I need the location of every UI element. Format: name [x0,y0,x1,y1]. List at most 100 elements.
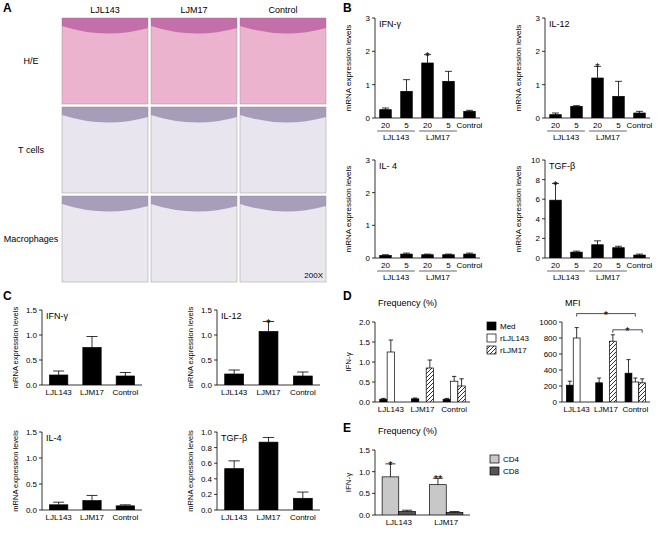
bar [613,248,625,258]
legend-swatch [487,334,496,342]
y-tick [559,338,562,339]
legend-swatch [490,467,499,475]
group-line [589,131,627,132]
panel-letter: A [3,1,12,15]
y-tick [559,402,562,403]
significance: ** [434,473,443,485]
y-tick-label: 0.6 [201,459,213,468]
y-tick-label: 8 [536,176,541,185]
y-tick [542,84,545,85]
y-tick [214,385,217,386]
y-axis-label: IFN-γ [344,352,353,372]
x-tick-label: LJL143 [378,405,405,414]
group-label: LJL143 [553,133,580,142]
error-bar [636,111,643,113]
bar [382,477,399,515]
legend-label: rLJM17 [500,346,527,355]
y-tick-label: 2 [536,234,541,243]
chart-title: Frequency (%) [378,426,437,436]
error-bar [120,505,131,506]
y-tick-label: 800 [544,334,558,343]
micrograph [62,107,148,193]
error-bar [636,254,643,256]
bar [411,399,418,402]
epidermis [151,107,237,123]
chart-title: MFI [565,298,581,308]
y-tick [542,118,545,119]
micrograph [151,18,237,104]
error-bar [459,379,463,386]
y-tick-label: 0.0 [26,506,38,515]
bar [50,505,68,510]
error-bar [403,80,410,92]
y-tick [372,225,375,226]
bar [458,386,465,402]
error-bar [573,105,580,107]
y-tick-label: 0.0 [201,506,213,515]
group-label: LJM17 [596,273,621,282]
y-tick-label: 3 [536,14,541,23]
y-tick [214,510,217,511]
x-tick-label: 20 [593,261,602,270]
chart-title: IFN-γ [46,311,68,321]
y-tick-label: 2 [366,189,371,198]
x-tick-label: 20 [423,261,432,270]
bar [450,381,457,402]
y-axis [545,18,546,118]
bar [566,385,573,402]
legend-swatch [487,322,496,330]
bar [446,512,463,515]
error-bar [87,495,98,500]
y-tick-label: 0.5 [359,489,371,498]
figure: ALJL143LJM17ControlH/ET cellsMacrophages… [0,0,661,536]
y-tick-label: 0 [366,114,371,123]
bar [625,373,632,402]
error-bar [424,254,431,256]
legend-label: rLJL143 [500,334,529,343]
y-tick-label: 600 [544,350,558,359]
bar [443,81,455,118]
bar [571,106,583,118]
y-axis-label: mRNA expression levels [186,307,195,389]
y-tick [372,192,375,193]
error-bar [575,328,579,338]
x-tick-label: 5 [616,121,621,130]
plot-area [380,253,476,258]
x-tick-label: Control [290,388,316,397]
group-line [547,131,585,132]
error-bar [229,370,240,374]
significance: * [625,325,630,337]
y-axis [375,160,376,258]
x-tick-label: 20 [381,261,390,270]
plot-area [566,328,645,402]
y-tick [559,386,562,387]
bar [259,332,278,386]
y-tick [39,335,42,336]
epidermis [240,107,326,123]
plot-area [382,464,463,515]
bar [550,200,562,258]
y-tick-label: 400 [544,366,558,375]
x-tick-label: Control [290,513,316,522]
significance: * [388,459,393,471]
legend-label: CD8 [503,467,520,476]
y-tick [372,84,375,85]
error-bar [597,378,601,383]
y-tick [559,370,562,371]
x-tick-label: 5 [616,261,621,270]
y-tick [372,342,375,343]
legend-swatch [487,346,496,354]
x-tick-label: Control [112,513,138,522]
chart-title: IL-4 [46,433,62,443]
micrograph [62,196,148,282]
y-tick [559,322,562,323]
error-bar [297,492,308,498]
x-tick-label: LJL143 [221,513,248,522]
y-axis-label: mRNA expression levels [186,430,195,512]
y-tick [39,458,42,459]
x-tick-label: 5 [574,121,579,130]
x-tick-label: LJL143 [46,388,73,397]
bar [116,506,134,510]
column-header: Control [268,5,297,15]
y-tick-label: 0.0 [359,398,371,407]
